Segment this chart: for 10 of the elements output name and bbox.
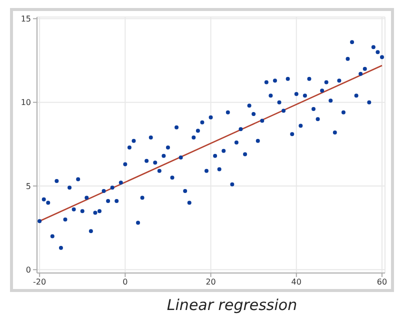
y-tick-label: 0	[26, 265, 31, 274]
text: Linear regression	[166, 296, 298, 314]
x-tick-label: -20	[33, 278, 46, 287]
y-tick-label: 5	[26, 182, 31, 191]
x-tick-label: 60	[376, 278, 388, 287]
x-tick-label: 0	[122, 278, 128, 287]
y-tick-label: 10	[20, 98, 31, 108]
y-tick-label: 15	[20, 14, 31, 24]
x-tick-label: 20	[206, 278, 216, 287]
x-tick-label: 40	[291, 278, 302, 287]
